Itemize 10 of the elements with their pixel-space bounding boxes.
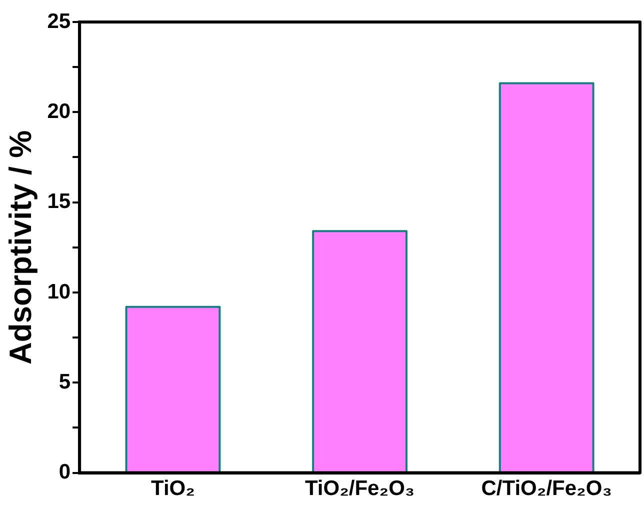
y-tick-label: 15 — [47, 190, 71, 214]
y-tick-label: 25 — [47, 10, 71, 33]
y-tick-label: 20 — [47, 100, 71, 123]
x-tick-label: C/TiO₂/Fe₂O₃ — [481, 477, 612, 500]
x-tick-label: TiO₂ — [150, 477, 195, 500]
y-axis-title: Adsorptivity / % — [3, 130, 38, 365]
x-tick-label: TiO₂/Fe₂O₃ — [304, 477, 415, 500]
y-tick-label: 5 — [58, 370, 71, 394]
y-tick-label: 0 — [58, 460, 71, 484]
y-tick-label: 10 — [47, 280, 71, 304]
